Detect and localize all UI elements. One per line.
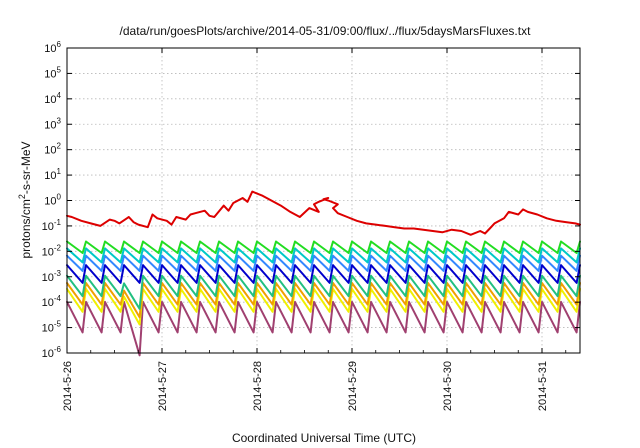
series-line-lightblue [66,254,581,272]
series-line-yellow [66,287,581,326]
y-tick-label: 104 [44,91,61,106]
series-line-blue [66,264,581,284]
x-tick-label: 2014-5-26 [62,361,74,411]
x-tick-label: 2014-5-30 [442,361,454,411]
x-tick-label: 2014-5-29 [347,361,359,411]
y-tick-label: 10-2 [42,243,62,258]
y-tick-label: 103 [44,116,61,131]
x-tick-label: 2014-5-31 [537,361,549,411]
y-axis-title: protons/cm2-s-sr-MeV [17,141,33,258]
x-axis-ticks: 2014-5-26 2014-5-27 2014-5-28 2014-5-29 2014… [62,48,567,411]
y-tick-label: 101 [44,167,61,182]
y-tick-label: 102 [44,142,61,157]
y-tick-label: 10-3 [42,269,62,284]
y-tick-label: 10-1 [42,218,62,233]
y-axis-title-rest: -s-sr-MeV [19,141,33,194]
x-axis-title: Coordinated Universal Time (UTC) [232,431,416,445]
series-line-teal [66,274,581,310]
y-tick-label: 106 [44,40,61,55]
x-tick-label: 2014-5-27 [157,361,169,411]
y-tick-label: 10-6 [42,345,62,360]
y-axis-title-main: protons/cm [19,199,33,258]
series-line-red [66,190,581,236]
chart-title: /data/run/goesPlots/archive/2014-05-31/0… [120,24,532,38]
y-axis-title-sup: 2 [17,194,27,199]
series-line-green [66,240,581,254]
series-layer [66,190,581,357]
y-axis-ticks: 10-6 10-5 10-4 10-3 10-2 10-1 100 101 102 103 104 1… [42,40,580,360]
x-tick-label: 2014-5-28 [252,361,264,411]
y-tick-label: 100 [44,193,61,208]
series-line-purple [66,300,581,357]
y-tick-label: 105 [44,65,61,80]
y-tick-label: 10-5 [42,320,62,335]
series-line-cyan [66,247,581,264]
y-tick-label: 10-4 [42,294,62,309]
series-line-orange [66,282,581,319]
